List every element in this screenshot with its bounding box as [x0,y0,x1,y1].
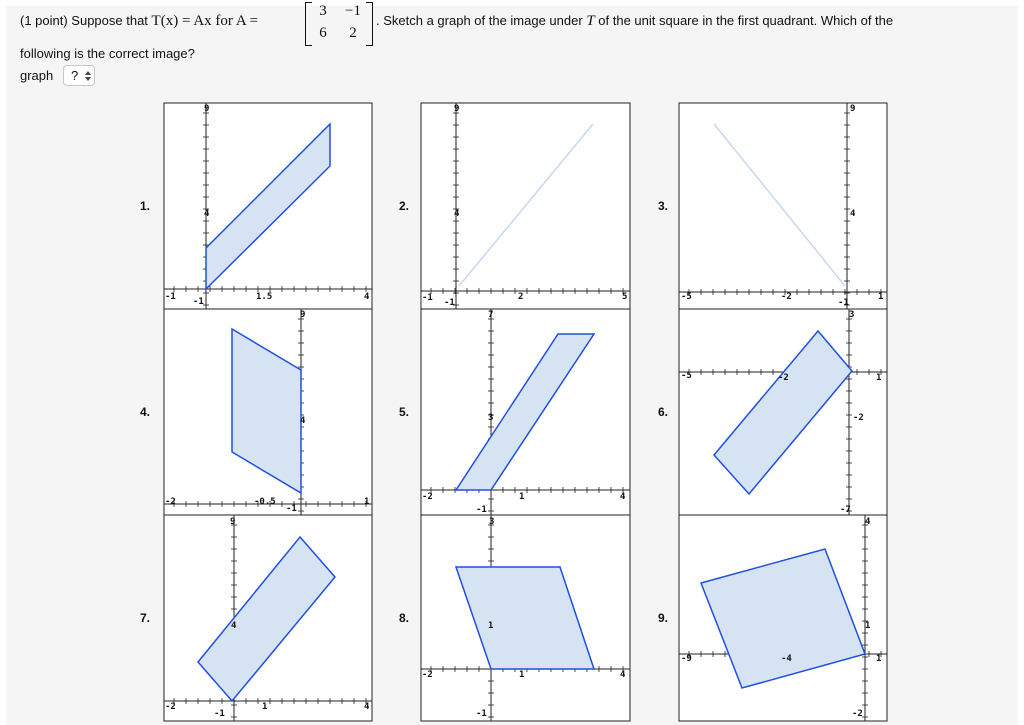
graph-5-tick-label: 3 [488,413,493,423]
graph-5-tick-label: 1 [519,492,524,502]
select-arrows-icon [85,71,91,81]
graph-6-image-shape [713,329,853,496]
graph-4-tick-label: 1 [364,497,369,507]
graph-3-tick-label: 4 [850,209,856,219]
problem-text-line2: following is the correct image? [20,46,195,61]
graph-7-option-number: 7. [140,611,150,625]
graph-9-tick-label: -4 [781,654,792,664]
graph-8-tick-label: 1 [519,670,524,680]
problem-text-cont: . Sketch a graph of the image under T of… [376,13,893,30]
graph-7-tick-label: 9 [230,517,235,527]
graph-2-option-number: 2. [399,199,409,213]
graph-6-tick-label: -5 [681,371,692,381]
graph-7-tick-label: 4 [231,621,237,631]
graph-4-option-number: 4. [140,405,150,419]
problem-formula: T(x) = Ax for A = [151,13,259,29]
graph-5-tick-label: 4 [620,492,626,502]
graph-9-tick-label: 4 [865,517,871,527]
graph-3-tick-label: -2 [781,292,792,302]
graph-1-tick-label: 1.5 [256,292,272,302]
graph-5-tick-label: 7 [488,310,493,320]
graph-2-tick-label: 2 [518,292,523,302]
answer-select[interactable]: ? [63,65,95,86]
graph-6-tick-label: 1 [876,373,881,383]
graph-3-frame [678,102,888,310]
graph-7-tick-label: 4 [364,702,370,712]
matrix-a21: 6 [319,25,327,41]
graph-5-tick-label: -2 [422,492,433,502]
graph-8-image-shape [454,566,596,670]
graph-8-tick-label: -1 [476,709,487,719]
graph-6-option-number: 6. [658,405,668,419]
answer-label: graph [20,68,54,83]
graph-6-tick-label: -2 [853,413,864,423]
graph-5-option-number: 5. [399,405,409,419]
graph-8-tick-label: -2 [422,670,433,680]
transformation-symbol: T [586,13,595,29]
graph-9-image-shape [699,548,866,689]
graph-6-tick-label: -7 [840,505,851,515]
graph-9-tick-label: -9 [681,654,692,664]
graph-4-tick-label: -0.5 [254,497,276,507]
graph-2-tick-label: 5 [622,292,627,302]
graph-2-tick-label: 4 [454,209,460,219]
matrix-a22: 2 [349,25,357,41]
graph-4-tick-label: -2 [165,497,176,507]
graph-9-option-number: 9. [658,611,668,625]
matrix-right-bracket [366,2,373,46]
graph-2-tick-label: 9 [454,104,459,114]
graph-2-tick-label: -1 [422,293,433,303]
graph-3-tick-label: -1 [838,298,849,308]
graph-3-tick-label: -5 [681,292,692,302]
matrix-A: 3 −1 6 2 [305,0,373,46]
graph-7-image-shape [197,535,336,703]
graph-8-option-number: 8. [399,611,409,625]
graph-9-tick-label: 1 [876,654,881,664]
graph-7-tick-label: 1 [262,702,267,712]
graph-5-image-shape [454,333,596,491]
graph-1-tick-label: 4 [364,292,370,302]
answer-selected-value: ? [71,68,79,83]
problem-points: (1 point) Suppose that [20,13,148,28]
graph-6-tick-label: 3 [849,310,854,320]
graph-4-tick-label: 4 [300,416,306,426]
graph-9-tick-label: -2 [852,709,863,719]
graph-7-tick-label: -1 [214,709,225,719]
graph-9-tick-label: 1 [865,621,870,631]
graph-3-image-segment [713,123,846,287]
graph-3-tick-label: 1 [878,292,883,302]
matrix-a11: 3 [319,3,327,19]
graph-1-tick-label: 4 [204,209,210,219]
graph-1-tick-label: -1 [165,292,176,302]
matrix-a12: −1 [345,3,361,19]
graph-2-image-segment [458,123,594,287]
graph-3-option-number: 3. [658,199,668,213]
graph-1-tick-label: 9 [204,104,209,114]
matrix-left-bracket [305,2,312,46]
graph-1-image-shape [205,122,331,291]
graph-8-tick-label: 3 [489,517,494,527]
problem-text-line1: (1 point) Suppose that T(x) = Ax for A = [20,13,258,30]
graph-4-image-shape [231,327,302,495]
graph-1-option-number: 1. [140,199,150,213]
graph-3-tick-label: 9 [850,104,855,114]
graph-1-tick-label: -1 [193,297,204,307]
problem-rest: of the unit square in the first quadrant… [598,13,894,28]
problem-after-matrix: . Sketch a graph of the image under [376,13,583,28]
graph-8-tick-label: 4 [620,670,626,680]
graph-8-tick-label: 1 [488,621,493,631]
graph-4-tick-label: -1 [286,504,297,514]
graph-6-tick-label: -2 [778,373,789,383]
graph-7-tick-label: -2 [165,702,176,712]
graph-2-tick-label: -1 [444,298,455,308]
graph-4-tick-label: 9 [300,310,305,320]
graph-5-tick-label: -1 [476,505,487,515]
